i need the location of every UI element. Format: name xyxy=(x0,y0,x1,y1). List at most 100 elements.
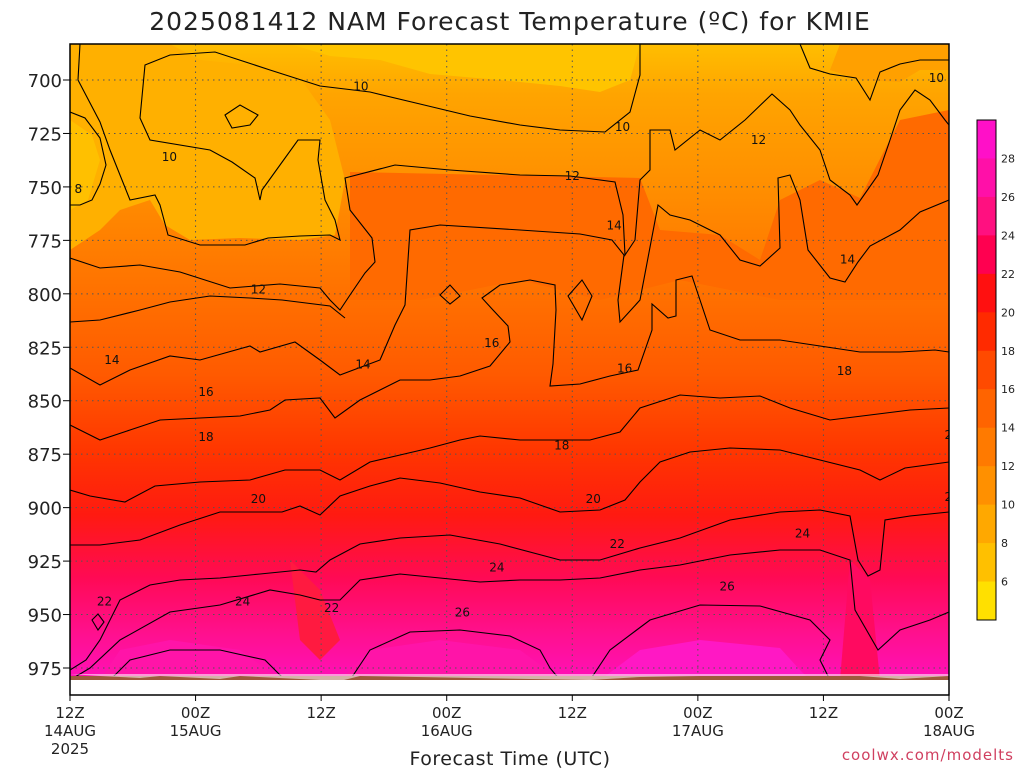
y-tick-label: 700 xyxy=(28,71,62,92)
x-tick-hour-label: 12Z xyxy=(558,704,587,722)
isotherm-14-c xyxy=(567,279,593,322)
colorbar-swatch xyxy=(977,120,996,159)
cool-pocket-top xyxy=(290,44,640,92)
x-tick-date-label: 14AUG xyxy=(44,722,96,740)
cool-pocket-low-right xyxy=(840,560,880,680)
contour-label: 22 xyxy=(324,601,339,615)
y-tick-label: 850 xyxy=(28,392,62,413)
contour-label: 14 xyxy=(607,218,622,232)
x-axis-label: Forecast Time (UTC) xyxy=(410,748,611,768)
x-tick-hour-label: 12Z xyxy=(306,704,335,722)
terrain-below-ground xyxy=(70,676,949,680)
colorbar-swatch xyxy=(977,273,996,313)
colorbar: 6 8 10 12 14 16 18 20 22 24 26 28 xyxy=(976,119,1015,621)
isotherm-22-b xyxy=(91,613,105,631)
contour-label: 14 xyxy=(355,357,370,371)
grid-vertical xyxy=(195,44,824,680)
y-tick-label: 725 xyxy=(28,124,62,145)
contour-label: 18 xyxy=(198,430,213,444)
y-tick-label: 950 xyxy=(28,606,62,627)
colorbar-label: 6 xyxy=(1001,576,1008,589)
contour-label: 10 xyxy=(162,150,177,164)
y-axis: 700 725 750 775 800 825 850 875 900 925 950 975 xyxy=(28,71,70,680)
y-tick-label: 800 xyxy=(28,285,62,306)
contour-label: 8 xyxy=(75,182,83,196)
colorbar-label: 14 xyxy=(1001,422,1015,435)
colorbar-swatch xyxy=(977,158,996,198)
x-tick-hour-label: 12Z xyxy=(55,704,84,722)
x-tick-date-label: 16AUG xyxy=(421,722,473,740)
colorbar-swatch xyxy=(977,312,996,352)
colorbar-swatch xyxy=(977,543,996,583)
cool-pocket-low-mid xyxy=(290,560,340,660)
isotherm-12-a xyxy=(70,89,949,311)
y-tick-label: 750 xyxy=(28,178,62,199)
y-tick-label: 825 xyxy=(28,338,62,359)
colorbar-label: 16 xyxy=(1001,383,1015,396)
isotherm-26-a xyxy=(109,649,286,680)
isotherm-12-b xyxy=(70,295,346,323)
contour-label: 24 xyxy=(489,561,504,575)
contour-label: 12 xyxy=(565,169,580,183)
colorbar-swatch xyxy=(977,504,996,544)
colorbar-label: 26 xyxy=(1001,191,1015,204)
contour-label: 20 xyxy=(586,492,601,506)
y-tick-label: 925 xyxy=(28,552,62,573)
colorbar-label: 20 xyxy=(1001,306,1015,319)
isotherm-22-a xyxy=(70,509,949,671)
contour-label: 10 xyxy=(353,79,368,93)
y-tick-label: 875 xyxy=(28,445,62,466)
isotherm-10-c xyxy=(224,104,259,129)
colorbar-frame xyxy=(976,119,997,621)
contour-label: 16 xyxy=(617,362,632,376)
isotherm-14-b xyxy=(439,284,461,305)
colorbar-swatch xyxy=(977,427,996,467)
isotherm-10-b xyxy=(799,44,949,102)
colorbar-label: 18 xyxy=(1001,345,1015,358)
isotherm-26-b xyxy=(349,629,561,680)
grid-horizontal xyxy=(70,79,949,669)
x-tick-date-label: 15AUG xyxy=(170,722,222,740)
colorbar-swatch xyxy=(977,235,996,275)
chart-title: 2025081412 NAM Forecast Temperature (ºC)… xyxy=(149,7,871,36)
isotherm-16-a xyxy=(70,275,949,441)
colorbar-swatch xyxy=(977,350,996,390)
contour-label: 26 xyxy=(720,580,735,594)
colorbar-label: 8 xyxy=(1001,537,1008,550)
x-tick-date-label: 18AUG xyxy=(923,722,975,740)
isotherm-26-c xyxy=(589,604,831,680)
isotherm-20-a xyxy=(70,447,949,546)
y-tick-label: 900 xyxy=(28,499,62,520)
isotherms xyxy=(70,44,949,680)
colorbar-swatch xyxy=(977,581,996,621)
contour-label: 14 xyxy=(840,253,855,267)
hot-pocket-low-1 xyxy=(100,640,290,680)
contour-label: 16 xyxy=(198,385,213,399)
contour-label: 24 xyxy=(235,595,250,609)
contour-label: 24 xyxy=(795,526,810,540)
contour-label: 10 xyxy=(929,71,944,85)
x-tick-hour-label: 00Z xyxy=(683,704,712,722)
contour-label: 18 xyxy=(837,364,852,378)
contour-label: 10 xyxy=(615,120,630,134)
terrain-edge xyxy=(70,674,949,680)
colorbar-label: 24 xyxy=(1001,229,1015,242)
x-tick-date-label: 17AUG xyxy=(672,722,724,740)
contour-label: 16 xyxy=(952,323,967,337)
contour-label: 22 xyxy=(610,537,625,551)
x-tick-year-label: 2025 xyxy=(51,740,89,758)
isotherm-24-a xyxy=(70,549,949,680)
x-tick-hour-label: 12Z xyxy=(809,704,838,722)
isotherm-10-a xyxy=(77,44,641,246)
contour-label: 12 xyxy=(251,283,266,297)
colorbar-label: 10 xyxy=(1001,499,1015,512)
isotherm-8 xyxy=(70,111,107,206)
x-tick-hour-label: 00Z xyxy=(934,704,963,722)
contour-labels: 1010101012121212814141414161616161818182… xyxy=(75,71,967,620)
y-tick-label: 975 xyxy=(28,659,62,680)
credit-text: coolwx.com/modelts xyxy=(842,746,1014,764)
isotherm-18-a xyxy=(70,394,949,503)
colorbar-label: 22 xyxy=(1001,268,1015,281)
colorbar-swatch xyxy=(977,389,996,429)
